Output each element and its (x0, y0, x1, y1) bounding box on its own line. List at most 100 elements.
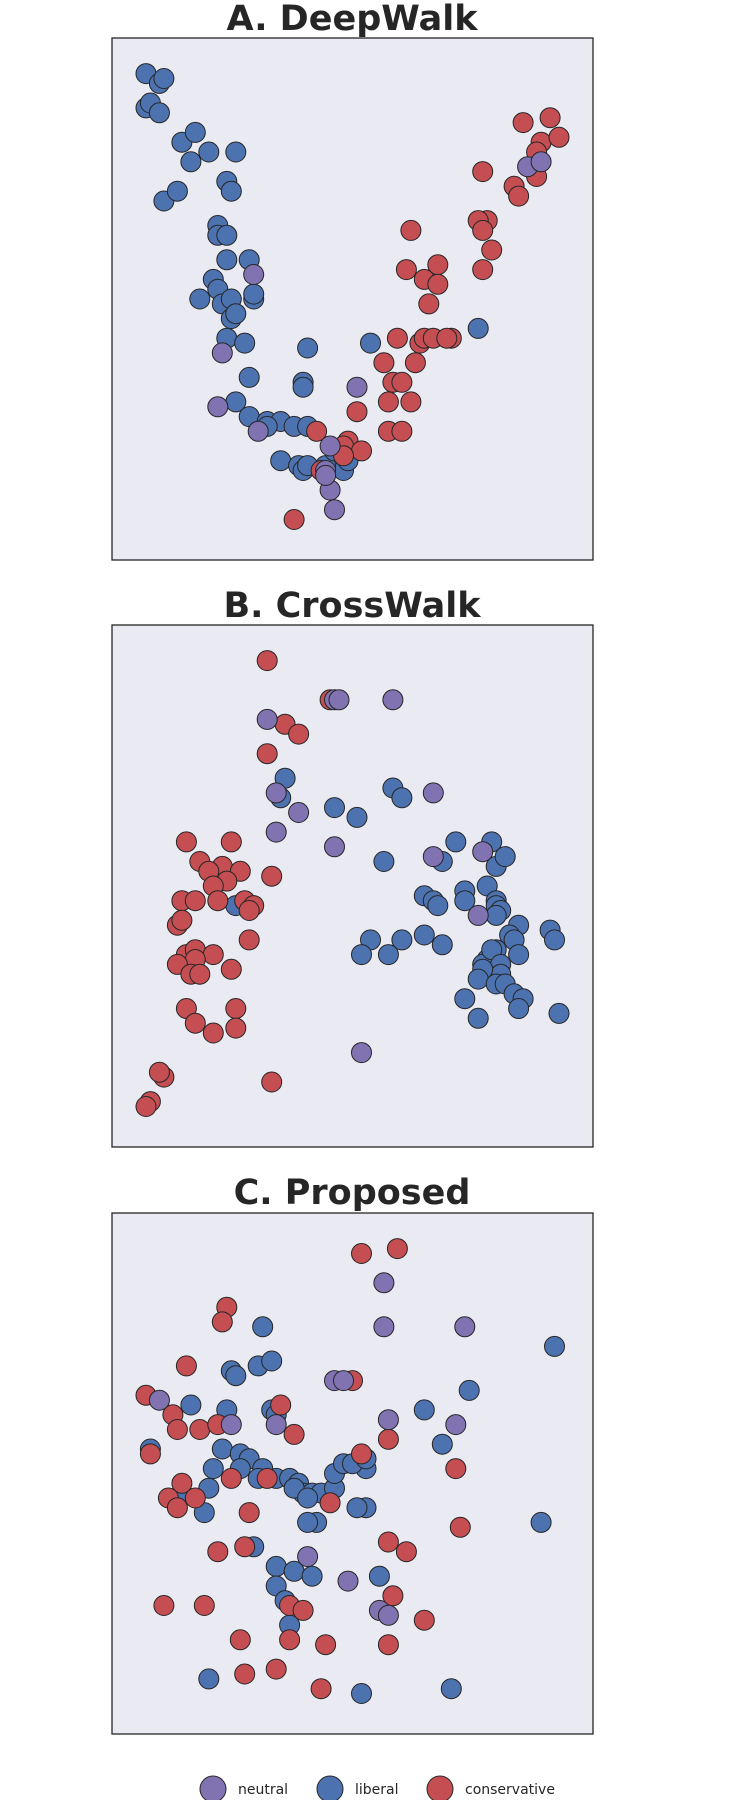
panel-title: A. DeepWalk (226, 0, 478, 39)
point-liberal (198, 1668, 220, 1690)
legend-item-neutral: neutral (199, 1775, 288, 1800)
point-liberal (508, 998, 530, 1019)
point-conservative (175, 1355, 197, 1377)
point-conservative (315, 1634, 337, 1656)
point-liberal (297, 337, 319, 359)
point-conservative (427, 273, 449, 295)
point-conservative (400, 391, 422, 413)
point-liberal (530, 1511, 552, 1533)
point-liberal (270, 450, 292, 472)
point-conservative (391, 420, 413, 442)
point-conservative (386, 1238, 408, 1260)
panel-title: B. CrossWalk (223, 586, 481, 626)
point-neutral (324, 836, 345, 858)
point-liberal (467, 968, 489, 990)
point-conservative (418, 293, 440, 315)
point-conservative (351, 1243, 372, 1264)
point-conservative (377, 391, 399, 413)
point-liberal (445, 831, 467, 853)
point-liberal (458, 1379, 480, 1401)
point-conservative (386, 327, 408, 349)
point-neutral (220, 1414, 242, 1436)
point-conservative (202, 1022, 224, 1044)
point-conservative (148, 1061, 170, 1083)
point-conservative (400, 219, 422, 241)
point-conservative (288, 723, 310, 745)
point-conservative (139, 1443, 161, 1465)
point-conservative (207, 890, 229, 912)
point-liberal (431, 934, 453, 956)
point-conservative (225, 1017, 247, 1039)
point-liberal (225, 1365, 247, 1387)
point-liberal (189, 288, 211, 310)
point-liberal (225, 303, 247, 325)
legend-item-conservative: conservative (426, 1775, 555, 1800)
point-liberal (467, 1007, 489, 1029)
point-conservative (310, 1678, 332, 1700)
point-liberal (368, 1565, 390, 1587)
point-conservative (171, 909, 193, 931)
point-conservative (189, 963, 211, 985)
point-conservative (472, 219, 494, 241)
point-conservative (377, 1634, 399, 1656)
point-neutral (319, 435, 341, 457)
point-liberal (265, 1555, 287, 1577)
point-conservative (184, 1487, 206, 1509)
point-liberal (324, 797, 345, 819)
point-neutral (265, 821, 287, 843)
point-neutral (530, 151, 552, 173)
point-neutral (333, 1370, 354, 1392)
point-conservative (135, 1096, 157, 1117)
point-conservative (472, 259, 494, 281)
point-liberal (297, 1487, 319, 1509)
point-conservative (346, 401, 368, 423)
point-conservative (351, 440, 372, 462)
point-conservative (202, 944, 224, 966)
point-liberal (225, 141, 247, 163)
point-conservative (445, 1458, 467, 1480)
point-conservative (382, 1585, 404, 1607)
point-neutral (373, 1272, 395, 1294)
point-liberal (454, 988, 476, 1010)
point-neutral (351, 1042, 372, 1064)
point-conservative (193, 1595, 215, 1616)
point-liberal (216, 249, 238, 271)
point-conservative (395, 1541, 417, 1563)
point-conservative (404, 352, 426, 374)
point-liberal (431, 1433, 453, 1455)
point-conservative (279, 1629, 301, 1651)
point-neutral (445, 1414, 467, 1436)
point-conservative (238, 929, 260, 951)
point-conservative (238, 1502, 260, 1524)
point-neutral (324, 499, 345, 521)
panel-title: C. Proposed (234, 1173, 471, 1213)
point-liberal (180, 151, 202, 173)
point-neutral (315, 464, 337, 486)
point-liberal (301, 1565, 323, 1587)
point-conservative (220, 831, 242, 853)
point-liberal (198, 141, 220, 163)
point-conservative (319, 1492, 341, 1514)
point-conservative (306, 420, 328, 442)
point-conservative (189, 1419, 211, 1440)
panel-c: C. Proposed (111, 1173, 594, 1735)
point-conservative (261, 865, 283, 887)
point-neutral (422, 846, 444, 868)
point-liberal (373, 851, 395, 872)
point-conservative (508, 185, 530, 207)
point-neutral (422, 782, 444, 804)
point-liberal (184, 121, 206, 143)
point-conservative (261, 1071, 283, 1093)
point-liberal (261, 1350, 283, 1372)
point-liberal (544, 929, 565, 951)
point-conservative (449, 1516, 471, 1538)
point-conservative (472, 161, 494, 183)
legend-label: neutral (238, 1782, 288, 1798)
point-liberal (180, 1394, 202, 1416)
point-neutral (377, 1604, 399, 1626)
point-liberal (413, 1399, 435, 1421)
point-liberal (234, 332, 256, 354)
point-conservative (166, 1497, 188, 1519)
point-neutral (472, 841, 494, 863)
point-neutral (382, 689, 404, 711)
